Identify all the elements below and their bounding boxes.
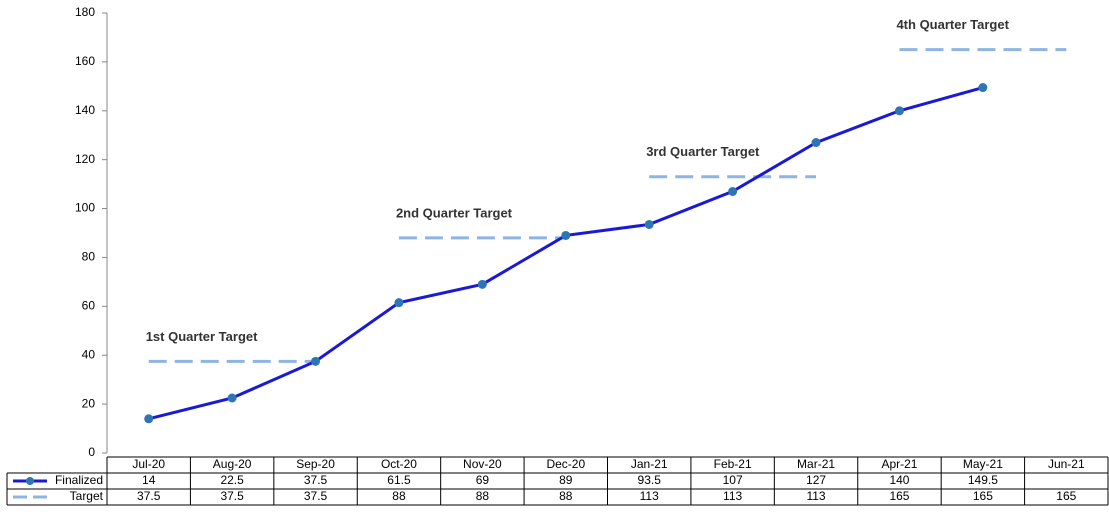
point	[894, 106, 904, 116]
y-tick-label: 180	[75, 5, 95, 19]
x-tick-label: Nov-20	[463, 457, 502, 471]
table-value: 113	[640, 489, 659, 503]
x-tick-label: Aug-20	[213, 457, 252, 471]
x-tick-label: May-21	[963, 457, 1003, 471]
y-tick-label: 20	[82, 396, 96, 410]
x-tick-label: Jul-20	[132, 457, 165, 471]
x-tick-label: Jan-21	[631, 457, 668, 471]
table-value: 22.5	[220, 473, 244, 487]
point	[311, 356, 321, 366]
point	[811, 138, 821, 148]
table-value: 69	[476, 473, 490, 487]
legend-label: Target	[70, 489, 104, 503]
annotation: 3rd Quarter Target	[646, 144, 760, 159]
table-value: 37.5	[137, 489, 161, 503]
table-value: 37.5	[304, 489, 328, 503]
table-value: 14	[142, 473, 156, 487]
series-line	[148, 86, 984, 421]
y-tick-label: 140	[75, 103, 95, 117]
annotation: 1st Quarter Target	[146, 329, 258, 344]
y-tick-label: 120	[75, 152, 95, 166]
x-tick-label: Oct-20	[381, 457, 417, 471]
y-tick-label: 0	[88, 445, 95, 459]
point	[728, 186, 738, 196]
point	[561, 230, 571, 240]
y-tick-label: 160	[75, 54, 95, 68]
x-tick-label: Apr-21	[881, 457, 917, 471]
annotation: 2nd Quarter Target	[396, 205, 513, 220]
table-value: 89	[559, 473, 573, 487]
point	[477, 279, 487, 289]
x-tick-label: Jun-21	[1048, 457, 1085, 471]
table-value: 165	[973, 489, 993, 503]
y-tick-label: 80	[82, 250, 96, 264]
x-tick-label: Sep-20	[296, 457, 335, 471]
x-tick-label: Mar-21	[797, 457, 835, 471]
table-value: 61.5	[387, 473, 411, 487]
y-tick-label: 40	[82, 347, 96, 361]
legend-label: Finalized	[55, 473, 103, 487]
table-value: 88	[392, 489, 406, 503]
annotation: 4th Quarter Target	[896, 17, 1009, 32]
y-tick-label: 100	[75, 201, 95, 215]
y-tick-label: 60	[82, 299, 96, 313]
table-value: 88	[476, 489, 490, 503]
point	[394, 298, 404, 308]
table-value: 113	[806, 489, 825, 503]
table-value: 149.5	[968, 473, 998, 487]
table-value: 113	[723, 489, 742, 503]
table-value: 37.5	[304, 473, 328, 487]
x-tick-label: Feb-21	[714, 457, 752, 471]
point	[978, 83, 988, 93]
table-value: 107	[723, 473, 743, 487]
table-value: 165	[889, 489, 909, 503]
table-value: 93.5	[638, 473, 662, 487]
table-value: 127	[806, 473, 826, 487]
point	[227, 393, 237, 403]
table-value: 88	[559, 489, 573, 503]
table-value: 140	[889, 473, 909, 487]
point	[644, 219, 654, 229]
table-value: 165	[1056, 489, 1076, 503]
legend-marker	[26, 477, 34, 485]
table-value: 37.5	[220, 489, 244, 503]
point	[144, 414, 154, 424]
x-tick-label: Dec-20	[546, 457, 585, 471]
